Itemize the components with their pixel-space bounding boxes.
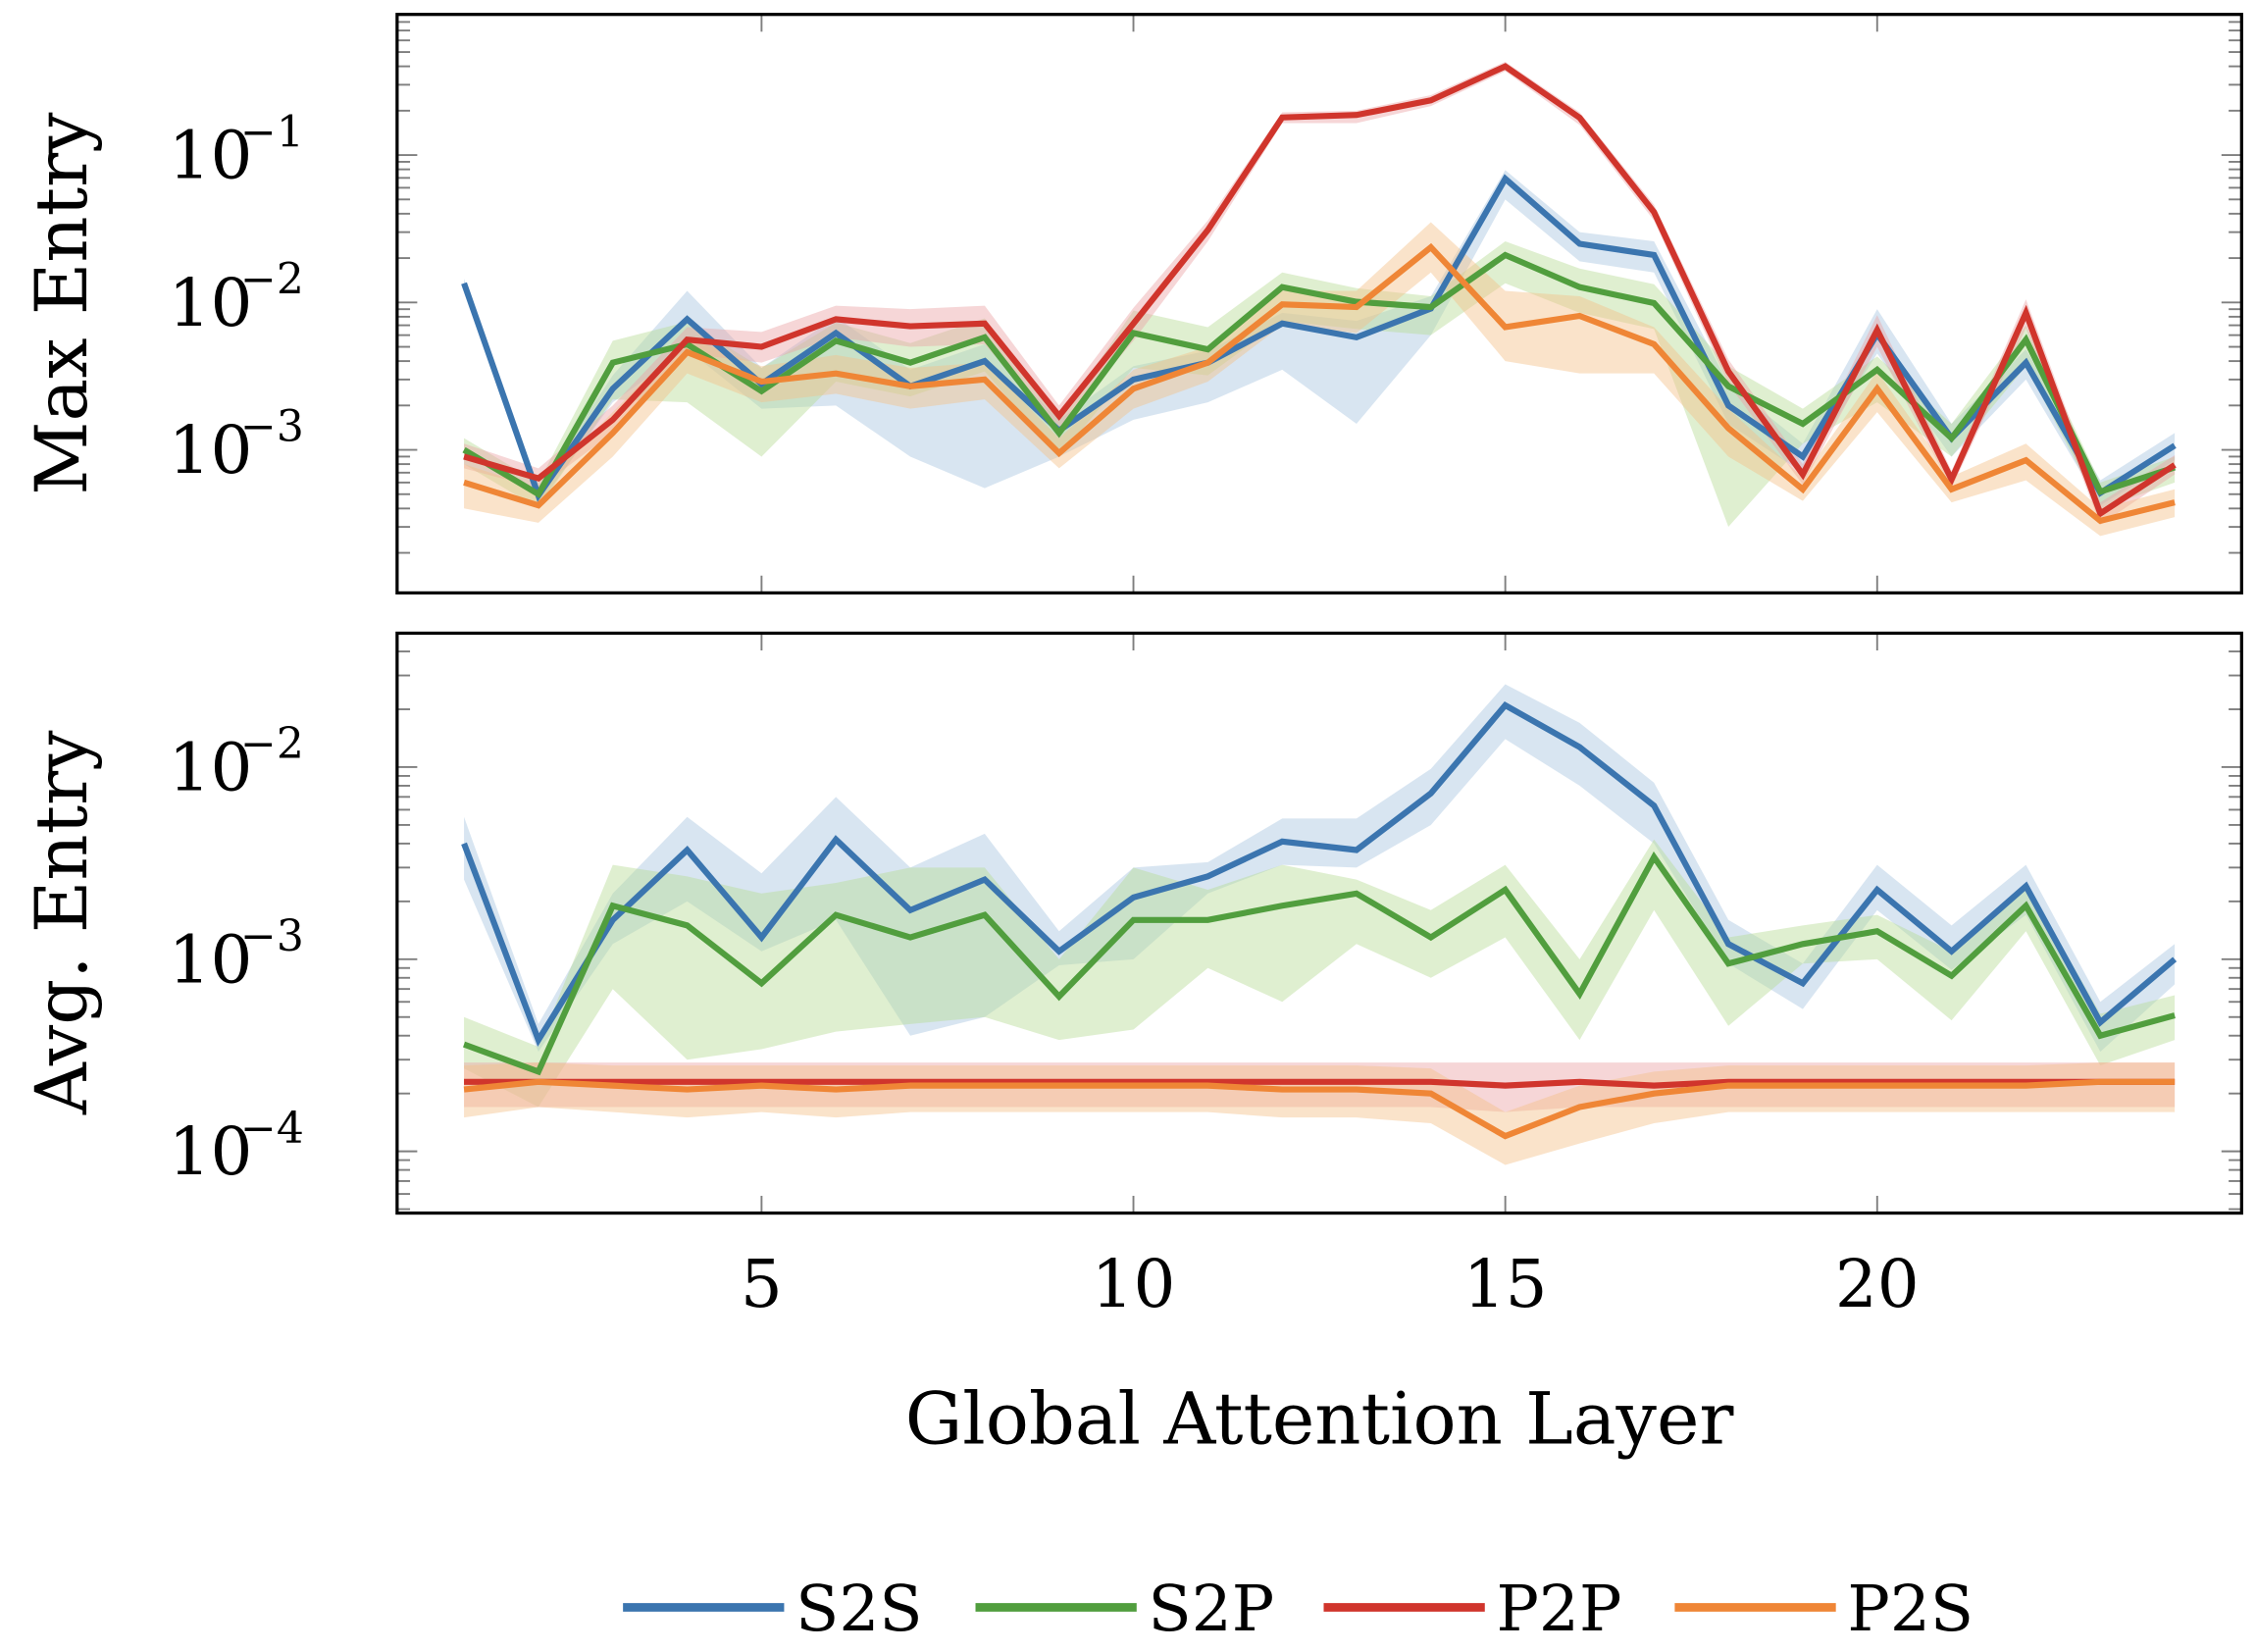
avg-entry-y-tick-exponent: −2 [240,719,304,769]
max-entry-y-tick-label: 10 [169,411,253,489]
max-entry-y-ticks: 10−110−210−3 [169,13,2242,554]
legend-label-s2p: S2P [1149,1573,1275,1646]
max-entry-frame [395,13,2243,594]
avg-entry-line-s2p [462,851,2176,1076]
x-tick-label: 20 [1835,1245,1920,1322]
avg-entry-line-p2s [463,1078,2176,1140]
avg-entry-panel: 10−210−310−4 Avg. Entry [21,631,2243,1215]
max-entry-bands [464,61,2176,537]
max-entry-band-s2p [464,241,2176,528]
avg-entry-band-s2p [464,839,2176,1108]
max-entry-band-p2p [464,61,2176,525]
max-entry-x-ticks [760,14,1878,594]
avg-entry-band-p2s [464,1062,2176,1165]
avg-entry-y-ticks: 10−210−310−4 [169,650,2242,1211]
max-entry-y-tick-label: 10 [169,117,253,194]
legend-label-p2p: P2P [1497,1573,1622,1646]
avg-entry-lines [461,700,2178,1140]
max-entry-y-tick-exponent: −2 [240,255,304,305]
max-entry-line-p2s [463,242,2176,525]
avg-entry-line-p2p [464,1078,2176,1089]
avg-entry-x-ticks [760,633,1878,1213]
avg-entry-y-tick-exponent: −4 [240,1104,304,1154]
x-tick-label: 15 [1463,1245,1548,1322]
avg-entry-y-tick-label: 10 [169,728,253,805]
x-tick-label: 10 [1092,1245,1176,1322]
max-entry-y-axis-label: Max Entry [21,112,104,495]
avg-entry-line-s2s [461,700,2178,1048]
avg-entry-y-tick-label: 10 [169,920,253,998]
avg-entry-y-tick-label: 10 [169,1112,253,1190]
legend-label-p2s: P2S [1847,1573,1974,1646]
legend-label-s2s: S2S [795,1573,922,1646]
max-entry-y-tick-exponent: −1 [240,107,304,157]
x-tick-labels: 5 10 15 20 [741,1245,1920,1322]
avg-entry-frame [395,631,2243,1215]
legend: S2S S2P P2P P2S [623,1573,1974,1646]
avg-entry-y-axis-label: Avg. Entry [21,730,104,1115]
x-tick-label: 5 [741,1245,783,1322]
max-entry-band-p2s [464,222,2176,537]
max-entry-line-p2p [463,63,2177,519]
max-entry-y-tick-exponent: −3 [240,402,304,452]
max-entry-line-s2p [462,251,2177,499]
max-entry-panel: 10−110−210−3 Max Entry [21,13,2243,594]
max-entry-y-tick-label: 10 [169,264,253,341]
x-axis-label: Global Attention Layer [905,1377,1735,1461]
max-entry-lines [461,63,2177,525]
avg-entry-y-tick-exponent: −3 [240,911,304,961]
